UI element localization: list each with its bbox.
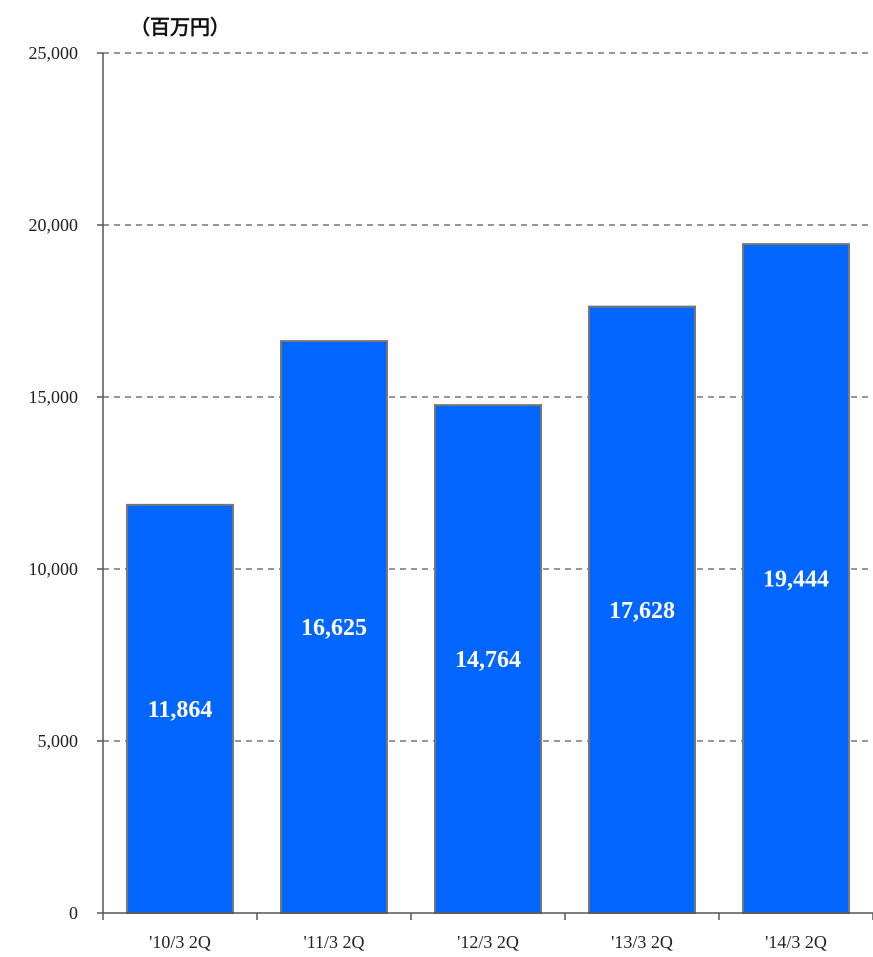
bar (588, 305, 696, 914)
x-tick-label: '13/3 2Q (611, 932, 673, 952)
bar (280, 340, 388, 915)
x-tick-label: '11/3 2Q (303, 932, 364, 952)
bars (126, 243, 850, 915)
bar (126, 503, 234, 914)
x-tick-label: '10/3 2Q (149, 932, 211, 952)
y-tick-label: 0 (69, 903, 78, 923)
bar-value-label: 16,625 (301, 615, 367, 641)
y-tick-label: 10,000 (29, 559, 79, 579)
y-tick-label: 15,000 (29, 387, 79, 407)
y-tick-label: 5,000 (38, 731, 79, 751)
y-tick-label: 25,000 (29, 43, 79, 63)
unit-label: （百万円） (130, 15, 230, 39)
bar-value-label: 19,444 (763, 567, 829, 593)
labels: 0 5,000 10,000 15,000 20,000 25,000 11,864 '10/… (29, 43, 830, 952)
y-tick-label: 20,000 (29, 215, 79, 235)
bar (742, 243, 850, 914)
bar-value-label: 14,764 (455, 647, 521, 673)
axes (97, 52, 873, 920)
x-tick-label: '12/3 2Q (457, 932, 519, 952)
bar-value-label: 17,628 (609, 598, 675, 624)
bar-value-label: 11,864 (148, 697, 213, 723)
bar (434, 404, 542, 914)
x-tick-label: '14/3 2Q (765, 932, 827, 952)
